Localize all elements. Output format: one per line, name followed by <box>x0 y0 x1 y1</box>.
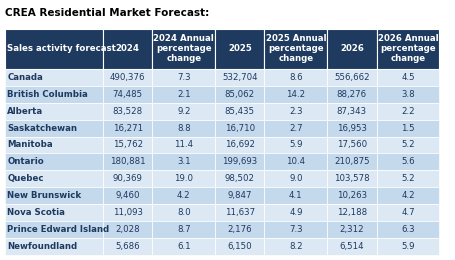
Text: 9.0: 9.0 <box>289 174 303 183</box>
Text: 4.9: 4.9 <box>289 208 303 217</box>
Text: 7.3: 7.3 <box>289 225 303 234</box>
Text: Quebec: Quebec <box>7 174 44 183</box>
Text: 5.9: 5.9 <box>289 140 303 150</box>
Text: 2026 Annual
percentage
change: 2026 Annual percentage change <box>378 34 438 63</box>
Text: 2.7: 2.7 <box>289 124 303 133</box>
Text: 11.4: 11.4 <box>174 140 193 150</box>
Text: 2025: 2025 <box>228 44 252 53</box>
Text: 4.7: 4.7 <box>401 208 415 217</box>
Text: 180,881: 180,881 <box>110 157 146 166</box>
Text: 4.5: 4.5 <box>401 73 415 82</box>
Text: 103,578: 103,578 <box>334 174 370 183</box>
Text: 9.2: 9.2 <box>177 107 191 116</box>
Text: 6,514: 6,514 <box>339 242 364 251</box>
Text: 9,847: 9,847 <box>228 191 252 200</box>
Text: 2,312: 2,312 <box>339 225 364 234</box>
Text: 11,637: 11,637 <box>225 208 255 217</box>
Text: 8.2: 8.2 <box>289 242 303 251</box>
Text: 556,662: 556,662 <box>334 73 370 82</box>
Text: 8.6: 8.6 <box>289 73 303 82</box>
Text: 2,028: 2,028 <box>116 225 140 234</box>
Text: 8.8: 8.8 <box>177 124 191 133</box>
Text: 90,369: 90,369 <box>113 174 143 183</box>
Text: 6,150: 6,150 <box>228 242 252 251</box>
Text: 8.7: 8.7 <box>177 225 191 234</box>
Text: 490,376: 490,376 <box>110 73 146 82</box>
Text: 6.1: 6.1 <box>177 242 191 251</box>
Text: 4.2: 4.2 <box>401 191 415 200</box>
Text: 2025 Annual
percentage
change: 2025 Annual percentage change <box>266 34 326 63</box>
Text: Saskatchewan: Saskatchewan <box>7 124 77 133</box>
Text: 532,704: 532,704 <box>222 73 258 82</box>
Text: 5.2: 5.2 <box>401 140 415 150</box>
Text: 14.2: 14.2 <box>286 90 305 99</box>
Text: 98,502: 98,502 <box>225 174 255 183</box>
Text: 2.3: 2.3 <box>289 107 303 116</box>
Text: 11,093: 11,093 <box>113 208 143 217</box>
Text: 19.0: 19.0 <box>174 174 193 183</box>
Text: 5.6: 5.6 <box>401 157 415 166</box>
Text: Manitoba: Manitoba <box>7 140 53 150</box>
Text: 12,188: 12,188 <box>337 208 367 217</box>
Text: Alberta: Alberta <box>7 107 43 116</box>
Text: 85,062: 85,062 <box>225 90 255 99</box>
Text: 16,710: 16,710 <box>225 124 255 133</box>
Text: 3.8: 3.8 <box>401 90 415 99</box>
Text: 2.2: 2.2 <box>401 107 415 116</box>
Text: 210,875: 210,875 <box>334 157 370 166</box>
Text: 2024: 2024 <box>116 44 140 53</box>
Text: 9,460: 9,460 <box>116 191 140 200</box>
Text: 5.9: 5.9 <box>401 242 415 251</box>
Text: 4.2: 4.2 <box>177 191 191 200</box>
Text: Nova Scotia: Nova Scotia <box>7 208 65 217</box>
Text: 2,176: 2,176 <box>228 225 252 234</box>
Text: 5,686: 5,686 <box>116 242 140 251</box>
Text: 5.2: 5.2 <box>401 174 415 183</box>
Text: Canada: Canada <box>7 73 43 82</box>
Text: 16,953: 16,953 <box>337 124 367 133</box>
Text: CREA Residential Market Forecast:: CREA Residential Market Forecast: <box>5 8 209 18</box>
Text: 85,435: 85,435 <box>225 107 255 116</box>
Text: 74,485: 74,485 <box>113 90 143 99</box>
Text: 2024 Annual
percentage
change: 2024 Annual percentage change <box>153 34 214 63</box>
Text: 7.3: 7.3 <box>177 73 191 82</box>
Text: Newfoundland: Newfoundland <box>7 242 77 251</box>
Text: 10,263: 10,263 <box>337 191 367 200</box>
Text: 1.5: 1.5 <box>401 124 415 133</box>
Text: 4.1: 4.1 <box>289 191 303 200</box>
Text: 2.1: 2.1 <box>177 90 191 99</box>
Text: Ontario: Ontario <box>7 157 44 166</box>
Text: 10.4: 10.4 <box>286 157 305 166</box>
Text: 199,693: 199,693 <box>222 157 258 166</box>
Text: 88,276: 88,276 <box>337 90 367 99</box>
Text: 83,528: 83,528 <box>113 107 143 116</box>
Text: Sales activity forecast: Sales activity forecast <box>7 44 116 53</box>
Text: 3.1: 3.1 <box>177 157 191 166</box>
Text: New Brunswick: New Brunswick <box>7 191 81 200</box>
Text: 16,692: 16,692 <box>225 140 255 150</box>
Text: 2026: 2026 <box>340 44 364 53</box>
Text: 6.3: 6.3 <box>401 225 415 234</box>
Text: British Columbia: British Columbia <box>7 90 88 99</box>
Text: 87,343: 87,343 <box>337 107 367 116</box>
Text: 17,560: 17,560 <box>337 140 367 150</box>
Text: Prince Edward Island: Prince Edward Island <box>7 225 109 234</box>
Text: 15,762: 15,762 <box>113 140 143 150</box>
Text: 8.0: 8.0 <box>177 208 191 217</box>
Text: 16,271: 16,271 <box>113 124 143 133</box>
